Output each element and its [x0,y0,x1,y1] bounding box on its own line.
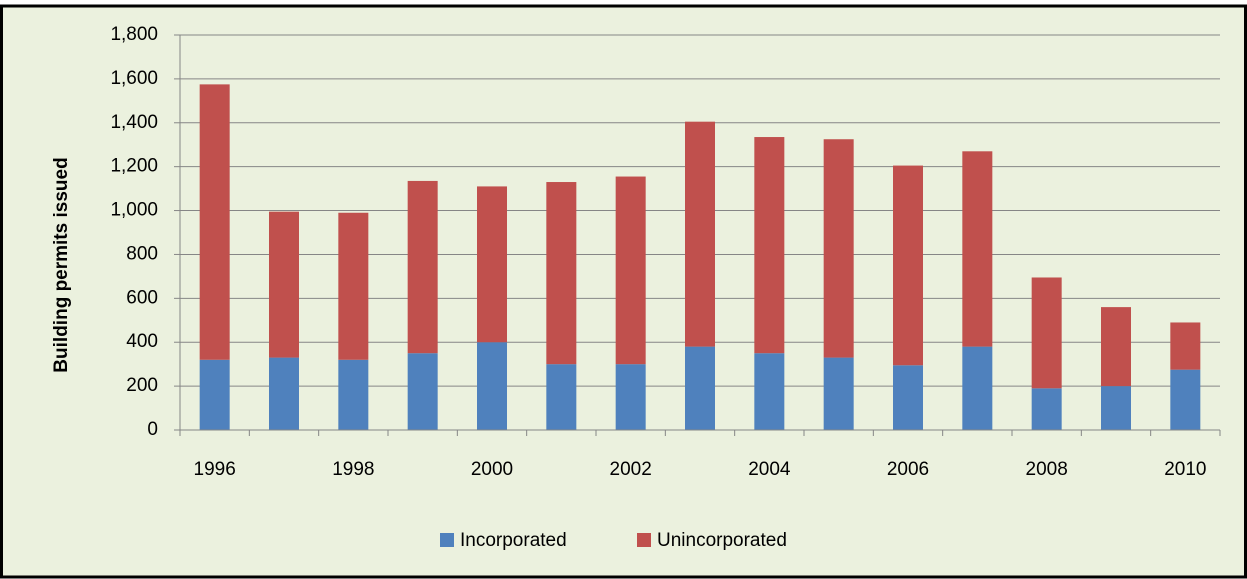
bar-segment [685,346,715,430]
bar-segment [615,364,646,430]
y-tick-label: 0 [147,419,158,440]
bar-segment [615,176,646,365]
bar-segment [407,353,438,430]
y-tick-label: 200 [126,375,158,396]
y-tick-label: 1,800 [110,24,158,45]
y-tick-label: 600 [126,287,158,308]
bar-segment [823,357,854,430]
y-tick-label: 400 [126,331,158,352]
y-tick-label: 800 [126,243,158,264]
bar-segment [1101,386,1131,430]
bar-segment [1031,388,1062,430]
bar-segment [477,342,507,430]
y-axis-label: Building permits issued [51,157,72,372]
x-tick-label: 2008 [1026,459,1068,480]
x-tick-label: 1998 [332,459,374,480]
y-tick-label: 1,600 [110,68,158,89]
bar-segment [199,359,230,430]
bar-segment [338,359,369,430]
y-tick-label: 1,200 [110,156,158,177]
x-tick-label: 2010 [1164,459,1206,480]
legend-label: Incorporated [460,530,567,551]
bar-segment [546,364,577,430]
bar-segment [962,151,993,347]
x-tick-label: 2006 [887,459,929,480]
bar-segment [1031,277,1062,389]
y-tick-label: 1,000 [110,200,158,221]
bar-segment [269,211,299,358]
bar-segment [893,365,923,430]
bar-segment [1170,322,1201,370]
bar-segment [269,357,299,430]
legend-label: Unincorporated [657,530,787,551]
legend-swatch [637,533,651,547]
bar-segment [546,182,577,365]
bar-segment [477,186,507,343]
bar-segment [1170,369,1201,430]
bar-segment [754,353,785,430]
x-tick-label: 2002 [610,459,652,480]
bar-segment [338,212,369,360]
bar-segment [1101,307,1131,387]
bar-segment [823,139,854,358]
x-tick-label: 1996 [194,459,236,480]
x-tick-label: 2000 [471,459,513,480]
bar-segment [685,121,715,347]
bar-segment [199,84,230,360]
x-tick-label: 2004 [748,459,791,480]
legend-swatch [440,533,454,547]
bar-segment [407,180,438,354]
bar-segment [754,137,785,354]
bar-segment [962,346,993,430]
bar-segment [893,165,923,366]
y-tick-label: 1,400 [110,112,158,133]
